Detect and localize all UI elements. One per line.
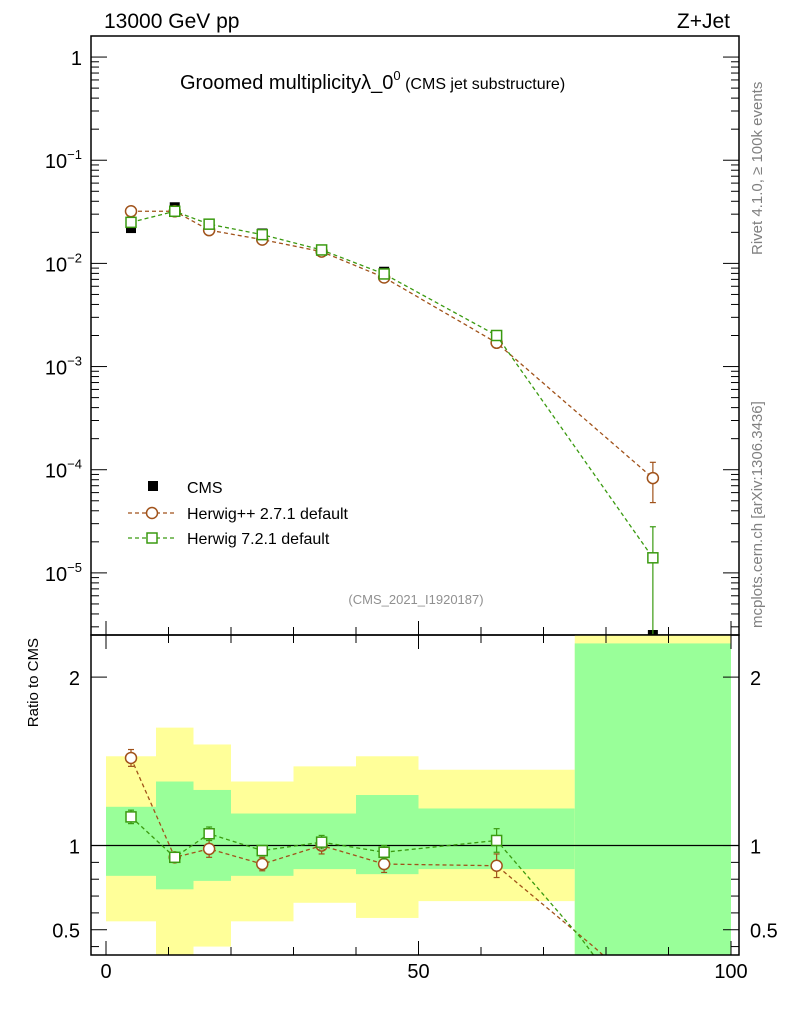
series-1: [124, 205, 660, 504]
series-0: [126, 202, 658, 640]
data-point: [203, 218, 215, 230]
x-tick-label: 0: [100, 961, 111, 983]
ratio-axis-label: Ratio to CMS: [25, 638, 42, 727]
legend-label-cms: CMS: [187, 480, 223, 497]
main-plot: 1 10−1 10−2 10−3 10−4 10−5 Groomed multiplici…: [45, 35, 740, 640]
ratio-series-1: [125, 809, 595, 956]
data-point: [646, 471, 660, 485]
ratio-y-tick-label-right: 1: [750, 837, 761, 859]
legend-label-herwig-pp: Herwig++ 2.7.1 default: [187, 506, 349, 523]
data-point: [169, 205, 181, 218]
mcplots-reference-label: mcplots.cern.ch [arXiv:1306.3436]: [749, 401, 766, 628]
series-line: [131, 210, 654, 479]
ratio-y-tick-label: 2: [69, 668, 80, 690]
ratio-point: [256, 844, 268, 857]
series-2: [125, 205, 659, 636]
ratio-y-tick-label-right: 2: [750, 668, 761, 690]
ratio-y-tick-label-right: 0.5: [750, 921, 778, 943]
ratio-point: [124, 751, 138, 765]
plot-title-main: Groomed multiplicityλ_0: [180, 72, 393, 94]
data-point: [124, 205, 138, 218]
ratio-point: [256, 857, 269, 871]
data-point: [125, 216, 137, 229]
ratio-point: [203, 827, 215, 840]
ratio-plot-frame: [90, 634, 740, 956]
ratio-plot: 0.5 0.5 1 1 2 2 0 50 100 Ratio to CMS: [25, 634, 778, 983]
ratio-point: [125, 811, 137, 823]
ratio-point: [378, 846, 390, 859]
y-tick-label: 1: [71, 48, 82, 70]
ratio-point: [169, 851, 181, 864]
uncertainty-band-inner: [156, 781, 194, 890]
ratio-point: [315, 836, 328, 848]
legend-marker-cms: [148, 481, 158, 491]
legend-label-herwig7: Herwig 7.2.1 default: [187, 531, 330, 548]
y-tick-label: 10−2: [45, 250, 82, 276]
y-tick-label: 10−1: [45, 147, 82, 173]
x-tick-label: 100: [714, 961, 747, 983]
ratio-point: [202, 842, 216, 856]
collision-energy-label: 13000 GeV pp: [104, 10, 239, 33]
legend-marker-herwig-pp: [145, 506, 159, 520]
legend-item-herwig-pp: Herwig++ 2.7.1 default: [128, 506, 349, 523]
process-label: Z+Jet: [677, 10, 730, 33]
data-point: [647, 552, 659, 564]
ratio-point: [490, 859, 503, 872]
y-tick-label: 10−4: [45, 457, 82, 483]
legend-marker-herwig7: [146, 532, 158, 544]
data-point: [378, 268, 390, 280]
uncertainty-band-inner: [574, 643, 731, 955]
y-tick-label: 10−3: [45, 354, 82, 380]
plot-title-subtitle: (CMS jet substructure): [401, 76, 565, 93]
legend-item-herwig7: Herwig 7.2.1 default: [128, 531, 330, 548]
plot-title-superscript: 0: [393, 68, 400, 83]
legend: CMS Herwig++ 2.7.1 default Herwig 7.2.1 …: [128, 480, 349, 548]
data-point: [315, 244, 328, 256]
ratio-point: [377, 857, 391, 871]
plot-title: Groomed multiplicityλ_00 (CMS jet substr…: [180, 68, 565, 94]
rivet-version-label: Rivet 4.1.0, ≥ 100k events: [749, 82, 766, 255]
ratio-y-tick-label: 0.5: [52, 921, 80, 943]
ratio-point: [490, 834, 503, 847]
analysis-watermark: (CMS_2021_I1920187): [348, 592, 483, 607]
data-point: [256, 228, 268, 241]
data-point: [490, 329, 503, 342]
ratio-series-line: [130, 816, 595, 956]
ratio-y-tick-label: 1: [69, 837, 80, 859]
y-tick-label: 10−5: [45, 560, 82, 586]
legend-item-cms: CMS: [148, 480, 223, 497]
x-tick-label: 50: [407, 961, 429, 983]
